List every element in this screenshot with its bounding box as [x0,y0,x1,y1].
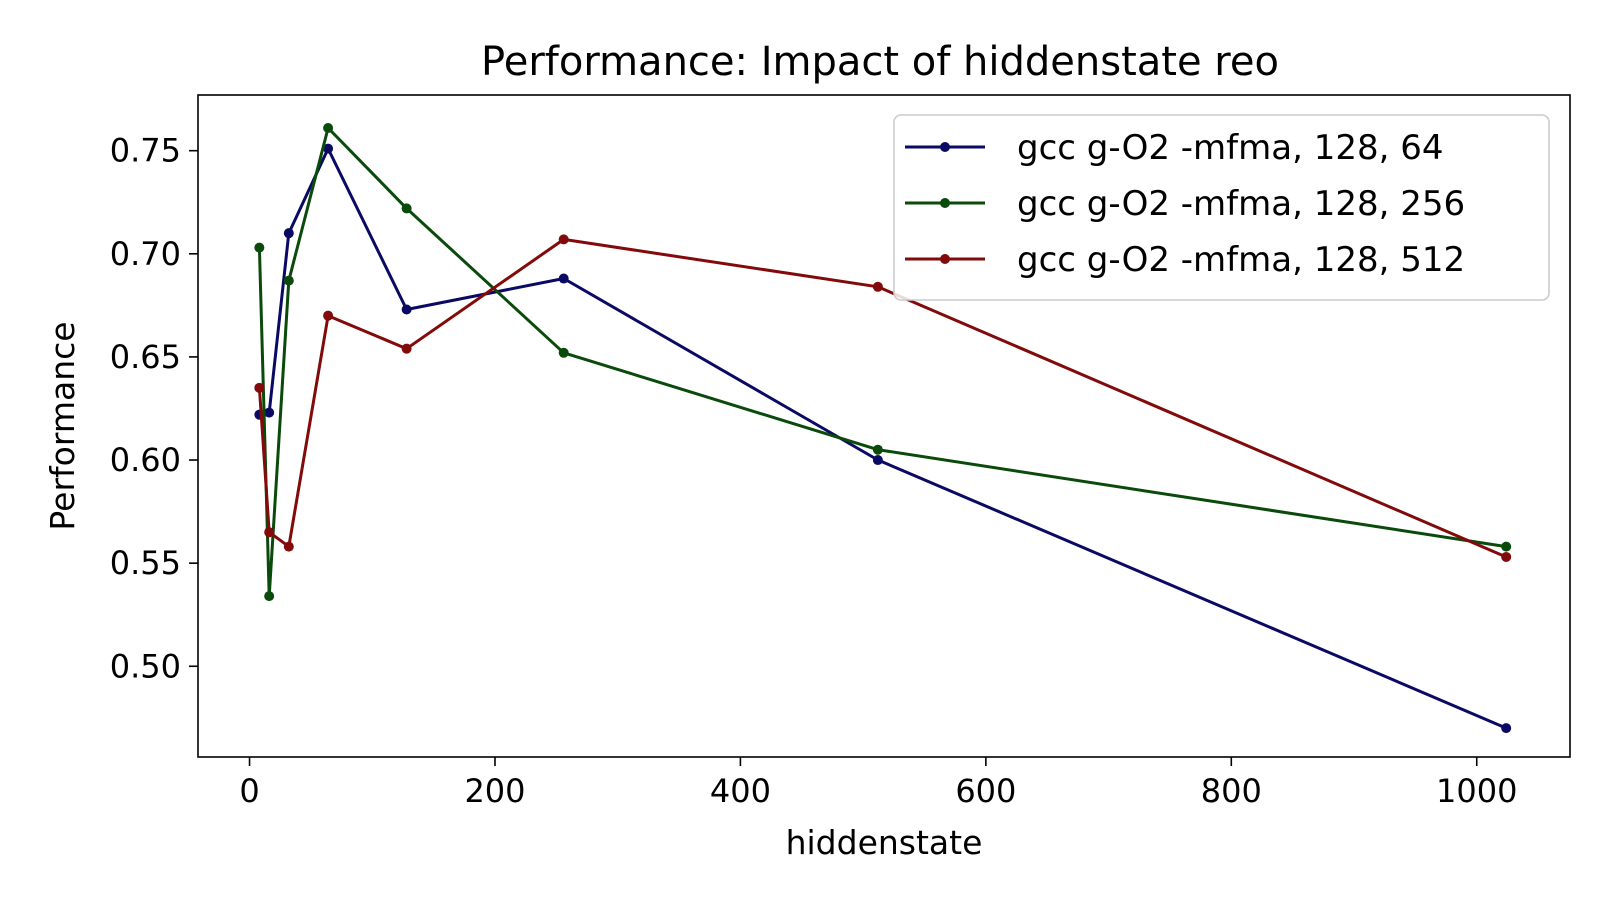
data-point [254,382,265,393]
data-point [283,541,294,552]
data-point [558,347,569,358]
data-point [401,203,412,214]
data-point [264,407,275,418]
legend-item: gcc g-O2 -mfma, 128, 512 [905,240,1465,280]
x-tick-label: 1000 [1436,772,1517,810]
x-axis-label: hiddenstate [786,823,983,862]
y-axis: 0.50 0.55 0.60 0.65 0.70 0.75 [110,132,198,685]
data-point [264,591,275,602]
data-point [283,275,294,286]
series-line [259,147,1507,730]
data-point [1501,723,1512,734]
data-point [323,143,334,154]
y-tick-label: 0.65 [110,338,181,376]
legend-item: gcc g-O2 -mfma, 128, 256 [905,184,1465,224]
legend-marker [940,198,950,208]
data-point [1501,551,1512,562]
x-tick-label: 800 [1201,772,1262,810]
data-point [323,122,334,133]
y-tick-label: 0.75 [110,132,181,170]
y-tick-label: 0.55 [110,544,181,582]
data-point [872,444,883,455]
data-point [264,527,275,538]
series-3 [254,234,1512,562]
data-point [401,304,412,315]
axes-frame [197,94,1571,758]
data-point [254,242,265,253]
chart-title: Performance: Impact of hiddenstate reo [481,39,1279,85]
legend-marker [940,254,950,264]
data-point [558,273,569,284]
legend-label: gcc g-O2 -mfma, 128, 64 [1017,128,1443,168]
x-tick-label: 400 [710,772,771,810]
y-tick-label: 0.60 [110,441,181,479]
data-point [1501,541,1512,552]
series-layer [254,122,1512,734]
x-tick-label: 200 [464,772,525,810]
x-tick-label: 600 [955,772,1016,810]
data-point [323,310,334,321]
legend: gcc g-O2 -mfma, 128, 64 gcc g-O2 -mfma, 1… [893,114,1550,301]
data-point [558,234,569,245]
data-point [872,455,883,466]
y-tick-label: 0.50 [110,647,181,685]
series-2 [254,122,1512,602]
x-tick-label: 0 [239,772,259,810]
y-axis-label: Performance [43,321,82,530]
legend-item: gcc g-O2 -mfma, 128, 64 [905,128,1443,168]
data-point [401,343,412,354]
legend-marker [940,142,950,152]
data-point [283,228,294,239]
legend-box [893,114,1550,301]
series-1 [254,143,1512,734]
legend-label: gcc g-O2 -mfma, 128, 512 [1017,240,1465,280]
y-tick-label: 0.70 [110,235,181,273]
data-point [872,281,883,292]
legend-label: gcc g-O2 -mfma, 128, 256 [1017,184,1465,224]
plot-area: 0 200 400 600 800 1000 0.500.550.600.650.700.… [110,94,1571,810]
x-axis: 0 200 400 600 800 1000 [239,757,1517,810]
series-line [257,126,1507,598]
